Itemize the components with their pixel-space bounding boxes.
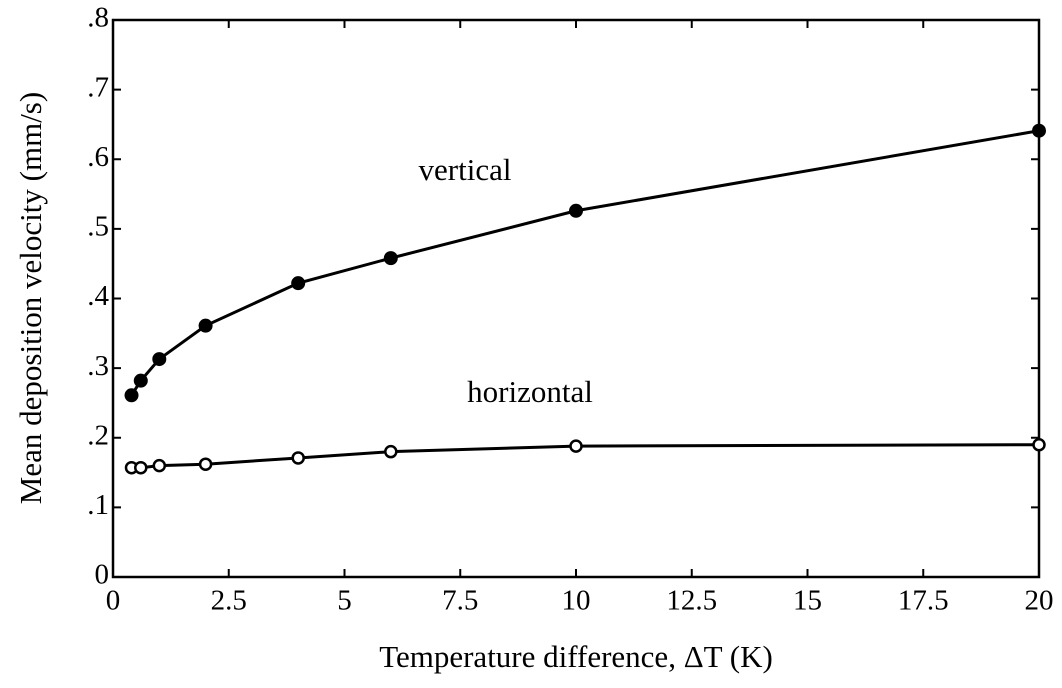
y-tick-label: .7 (87, 71, 109, 103)
x-tick-label: 5 (337, 585, 352, 617)
series-annotation: horizontal (467, 374, 593, 409)
y-tick-label: .8 (87, 2, 109, 34)
data-point (1032, 437, 1046, 452)
x-tick-label: 20 (1025, 585, 1054, 617)
y-tick-label: .1 (87, 489, 109, 521)
x-tick-label: 7.5 (442, 585, 478, 617)
y-tick-label: .2 (87, 419, 109, 451)
data-point (291, 451, 305, 465)
y-tick-label: .6 (87, 141, 109, 173)
data-point (134, 460, 148, 475)
data-point (1032, 123, 1046, 138)
data-point (124, 388, 139, 403)
x-axis-label: Temperature difference, ΔT (K) (379, 639, 773, 674)
data-point (383, 251, 398, 266)
plot-frame (111, 18, 1041, 579)
series-line (131, 443, 1040, 470)
data-point (384, 444, 398, 459)
series-annotation: vertical (419, 152, 512, 187)
x-tick-label: 0 (106, 585, 121, 617)
data-point (152, 352, 167, 367)
x-tick-label: 17.5 (898, 585, 949, 617)
data-point (569, 203, 583, 218)
y-tick-label: 0 (95, 559, 110, 591)
x-tick-label: 2.5 (211, 585, 247, 617)
y-axis-label: Mean deposition velocity (mm/s) (13, 92, 48, 504)
data-point (198, 318, 213, 333)
data-point (198, 457, 213, 471)
data-point (291, 276, 306, 291)
data-point (152, 458, 167, 473)
y-tick-label: .3 (87, 350, 109, 382)
y-tick-label: .4 (87, 280, 109, 312)
x-tick-label: 12.5 (666, 585, 717, 617)
x-tick-label: 10 (562, 585, 591, 617)
data-point (569, 439, 583, 453)
data-point (133, 373, 148, 388)
x-tick-label: 15 (793, 585, 822, 617)
series-line (130, 129, 1040, 397)
y-tick-label: .5 (87, 211, 109, 243)
